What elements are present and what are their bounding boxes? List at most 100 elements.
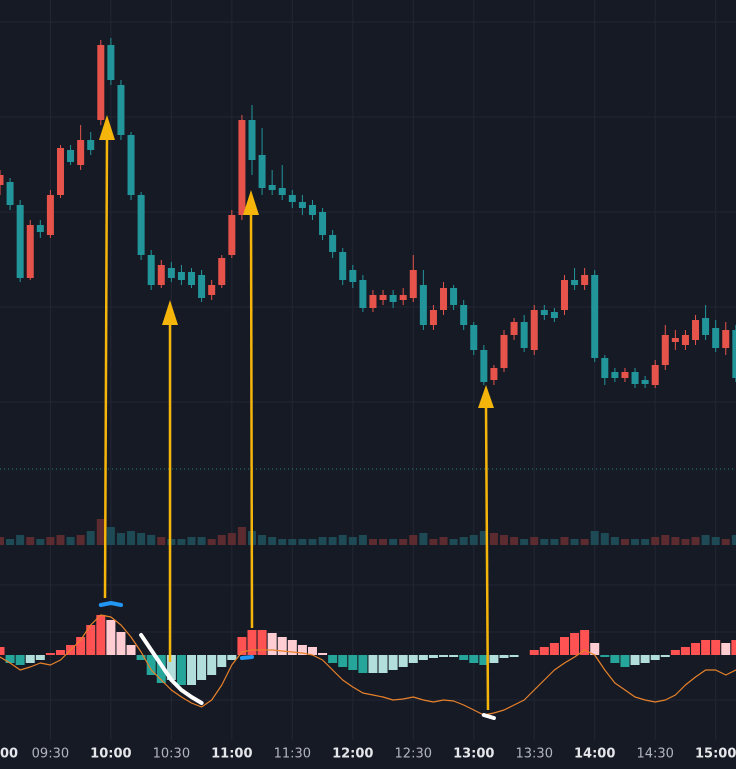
volume-bar	[96, 519, 105, 545]
x-tick-label: 09:30	[32, 747, 69, 762]
volume-bar	[580, 539, 589, 545]
histogram-bar	[660, 655, 670, 657]
histogram-bar	[348, 655, 358, 670]
candle-body	[520, 322, 528, 348]
candle-body	[409, 270, 417, 298]
histogram-bar	[136, 655, 146, 660]
volume-bar	[590, 531, 599, 545]
candle-body	[530, 310, 538, 350]
histogram-bar	[459, 655, 469, 660]
volume-bar	[520, 539, 529, 545]
histogram-bar	[227, 655, 237, 660]
candle-body	[460, 305, 468, 325]
arrow-head	[243, 190, 259, 215]
x-tick-label: 14:30	[636, 747, 673, 762]
volume-bar	[86, 531, 95, 545]
volume-bar	[368, 539, 377, 545]
candle-body	[258, 155, 266, 188]
candle-body	[359, 280, 367, 308]
volume-bar	[227, 533, 236, 545]
volume-bar	[66, 537, 75, 545]
x-tick-label: 10:00	[90, 747, 131, 762]
candle-body	[278, 188, 286, 195]
histogram-bar	[549, 643, 559, 655]
candle-body	[651, 365, 659, 385]
volume-bar	[298, 539, 307, 545]
candle-body	[712, 328, 720, 348]
candle-body	[107, 45, 115, 80]
volume-bar	[489, 533, 498, 545]
candle-body	[349, 270, 357, 282]
candle-body	[732, 330, 736, 378]
volume-bar	[358, 535, 367, 545]
volume-bar	[701, 535, 710, 545]
candle-body	[591, 275, 599, 358]
volume-bar	[570, 539, 579, 545]
histogram-bar	[15, 655, 25, 665]
volume-bar	[56, 535, 65, 545]
histogram-bar	[166, 655, 176, 680]
histogram-bar	[398, 655, 408, 667]
histogram-bar	[197, 655, 207, 680]
volume-bar	[500, 535, 508, 545]
grid	[0, 0, 736, 740]
histogram-bar	[539, 647, 549, 655]
candle-body	[228, 215, 236, 255]
histogram-bar	[207, 655, 217, 675]
histogram-bar	[600, 655, 610, 657]
volume-bar	[16, 535, 25, 545]
histogram-bar	[630, 655, 640, 665]
volume-bar	[36, 539, 45, 545]
volume-bar	[318, 537, 327, 545]
histogram-bar	[338, 655, 348, 667]
volume-bar	[157, 537, 166, 545]
histogram-bar	[247, 630, 257, 655]
x-tick-label: 11:30	[274, 747, 311, 762]
candle-body	[429, 310, 437, 325]
histogram-bar	[428, 655, 438, 658]
volume-bar	[469, 535, 478, 545]
histogram-bar	[318, 653, 328, 655]
histogram-bar	[297, 645, 307, 655]
x-tick-label: 12:30	[395, 747, 432, 762]
volume-bar	[106, 527, 115, 545]
histogram-bar	[499, 655, 509, 658]
candle-body	[450, 288, 458, 305]
x-tick-label: 13:30	[516, 747, 553, 762]
candle-body	[147, 255, 155, 285]
histogram-bar	[25, 655, 35, 663]
histogram-bar	[388, 655, 398, 670]
histogram-bar	[418, 655, 428, 660]
volume-bar	[389, 539, 398, 545]
candle-body	[470, 325, 478, 350]
volume-bar	[308, 539, 317, 545]
histogram-bar	[96, 615, 106, 655]
volume-bar	[711, 537, 720, 545]
histogram-bar	[529, 650, 539, 655]
x-tick-label: 00	[0, 747, 18, 762]
volume-bar	[459, 537, 468, 545]
histogram-bar	[45, 653, 55, 655]
histogram-bar	[187, 655, 197, 685]
histogram-bar	[237, 637, 247, 655]
volume-bar	[691, 537, 700, 545]
candle-body	[399, 295, 407, 300]
histogram-bar	[449, 655, 459, 657]
candle-body	[308, 205, 316, 215]
candle-body	[379, 295, 387, 300]
volume-bar	[278, 539, 287, 545]
volume-bar	[288, 539, 297, 545]
histogram-bar	[559, 637, 569, 655]
candle-body	[560, 280, 568, 310]
volume-bar	[419, 533, 428, 545]
volume-bar	[177, 539, 186, 545]
histogram-bar	[86, 625, 96, 655]
macd-line	[239, 655, 254, 660]
volume-bar	[530, 537, 539, 545]
candle-body	[77, 140, 85, 165]
volume-bar	[600, 533, 609, 545]
histogram-bar	[580, 630, 590, 655]
histogram-bar	[35, 655, 45, 660]
candle-body	[208, 285, 216, 295]
